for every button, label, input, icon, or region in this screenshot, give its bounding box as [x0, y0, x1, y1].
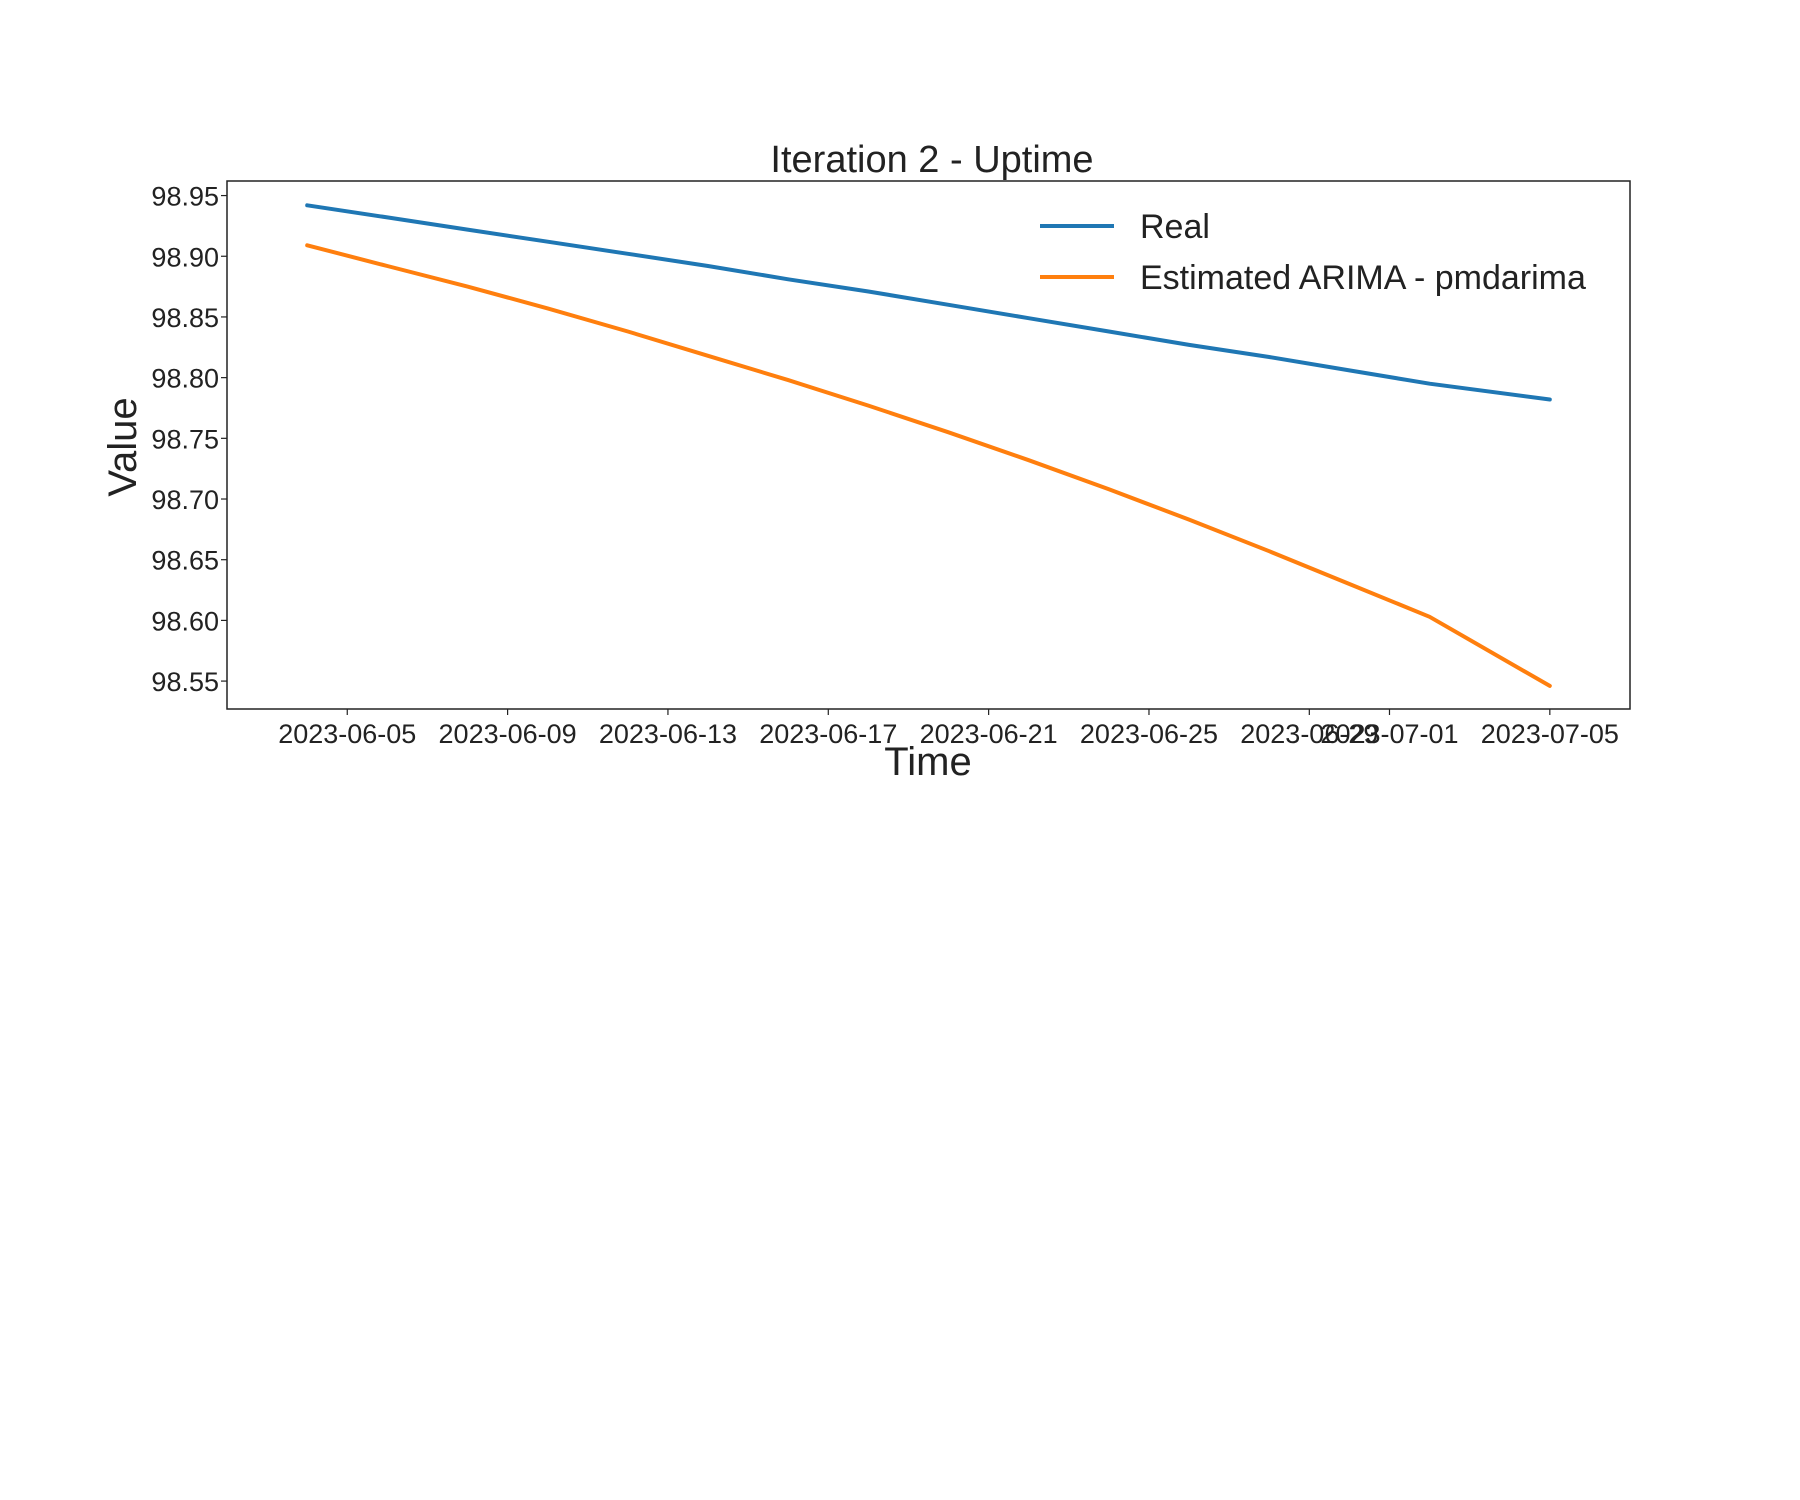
y-tick-label: 98.90 [151, 242, 219, 272]
y-axis-ticks: 98.55 98.60 98.65 98.70 98.75 98.80 98.85 98.90… [151, 182, 227, 697]
plot-area [226, 180, 1631, 710]
series-line-real [305, 203, 1552, 402]
y-tick-label: 98.95 [151, 182, 219, 212]
x-axis-label: Time [884, 740, 971, 784]
y-tick-label: 98.65 [151, 546, 219, 576]
x-tick-label: 2023-06-25 [1080, 719, 1218, 749]
x-tick-label: 2023-06-17 [759, 719, 897, 749]
series-line-arima [305, 243, 1552, 688]
x-tick-label: 2023-06-21 [920, 719, 1058, 749]
legend-label-real: Real [1140, 208, 1210, 246]
x-tick-label: 2023-06-09 [439, 719, 577, 749]
x-tick-label: 2023-07-05 [1481, 719, 1619, 749]
y-tick-label: 98.55 [151, 667, 219, 697]
y-tick-label: 98.75 [151, 424, 219, 454]
legend: Real Estimated ARIMA - pmdarima [1040, 208, 1586, 297]
y-tick-label: 98.60 [151, 606, 219, 636]
x-axis-ticks: 2023-06-05 2023-06-09 2023-06-13 2023-06-17… [278, 709, 1619, 749]
x-tick-label: 2023-06-05 [278, 719, 416, 749]
y-tick-label: 98.85 [151, 303, 219, 333]
x-tick-label: 2023-06-13 [599, 719, 737, 749]
x-tick-label: 2023-06-29 [1240, 719, 1378, 749]
legend-label-arima: Estimated ARIMA - pmdarima [1140, 259, 1586, 297]
series-lines [305, 203, 1552, 688]
chart-title: Iteration 2 - Uptime [770, 139, 1093, 181]
y-tick-label: 98.70 [151, 485, 219, 515]
x-tick-label: 2023-07-01 [1320, 719, 1458, 749]
y-axis-label: Value [101, 397, 145, 496]
y-tick-label: 98.80 [151, 364, 219, 394]
